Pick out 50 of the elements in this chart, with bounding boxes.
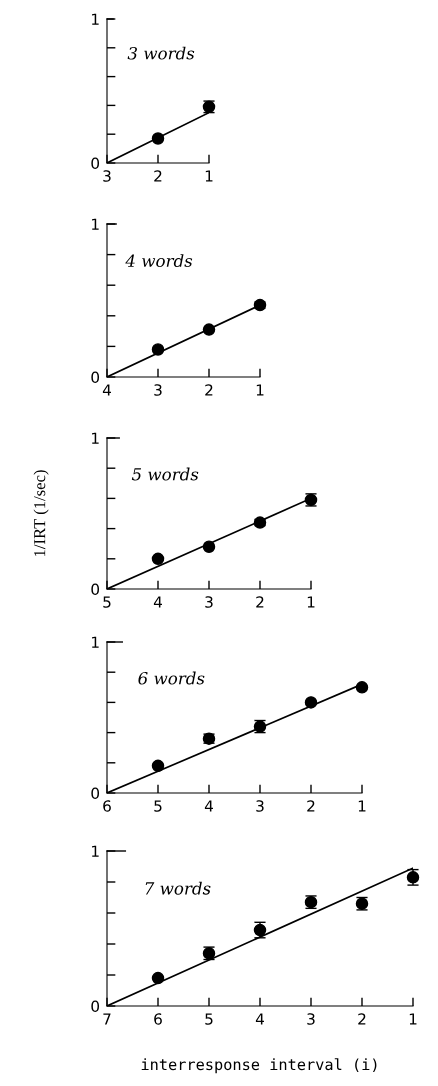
y-tick-label: 1	[92, 13, 99, 25]
point	[202, 540, 216, 553]
x-tick-label: 6	[103, 800, 111, 812]
x-tick-label: 1	[256, 384, 264, 396]
x-tick-label: 2	[256, 596, 264, 608]
x-tick-label: 2	[307, 800, 315, 812]
x-tick-label: 2	[154, 170, 162, 182]
y-tick-label: 0	[91, 787, 100, 800]
x-tick-label: 2	[205, 384, 213, 396]
x-tick-label: 5	[103, 596, 111, 608]
point	[151, 343, 165, 356]
x-tick-label: 6	[154, 1013, 162, 1025]
x-tick-label: 3	[103, 170, 111, 182]
y-tick-label: 1	[92, 218, 99, 230]
text: 5 words	[131, 467, 199, 481]
y-tick-label: 1	[92, 432, 99, 444]
x-tick-label: 5	[205, 1013, 213, 1025]
x-tick-label: 2	[358, 1013, 366, 1025]
point	[151, 759, 165, 773]
x-tick-label: 5	[154, 800, 162, 812]
x-tick-label: 7	[103, 1013, 111, 1025]
y-tick-label: 1	[92, 845, 99, 857]
x-tick-label: 1	[307, 596, 315, 608]
x-tick-label: 4	[153, 596, 162, 608]
text: 4 words	[125, 254, 193, 268]
y-axis-title: 1/IRT (1/sec)	[33, 470, 49, 557]
y-tick-label: 0	[91, 1000, 100, 1013]
x-tick-label: 4	[204, 800, 213, 812]
x-tick-label: 3	[307, 1013, 315, 1025]
point	[202, 323, 216, 336]
point	[151, 971, 165, 985]
x-tick-label: 1	[205, 170, 213, 182]
y-tick-label: 0	[91, 371, 100, 384]
x-tick-label: 3	[256, 800, 264, 812]
x-tick-label: 1	[358, 800, 366, 812]
point	[304, 696, 318, 709]
text: 7 words	[145, 881, 211, 895]
x-tick-label: 1	[409, 1013, 417, 1025]
x-tick-label: 3	[154, 384, 162, 396]
y-tick-label: 1	[92, 636, 99, 648]
text: 3 words	[127, 46, 195, 60]
point	[355, 681, 369, 694]
x-tick-label: 4	[102, 384, 111, 396]
point	[151, 552, 165, 566]
x-tick-label: 3	[205, 596, 213, 608]
y-tick-label: 0	[91, 583, 100, 596]
x-tick-label: 4	[255, 1013, 264, 1025]
x-axis-title: interresponse interval (i)	[141, 1058, 377, 1074]
y-tick-label: 0	[91, 157, 100, 170]
text: 6 words	[138, 671, 205, 685]
